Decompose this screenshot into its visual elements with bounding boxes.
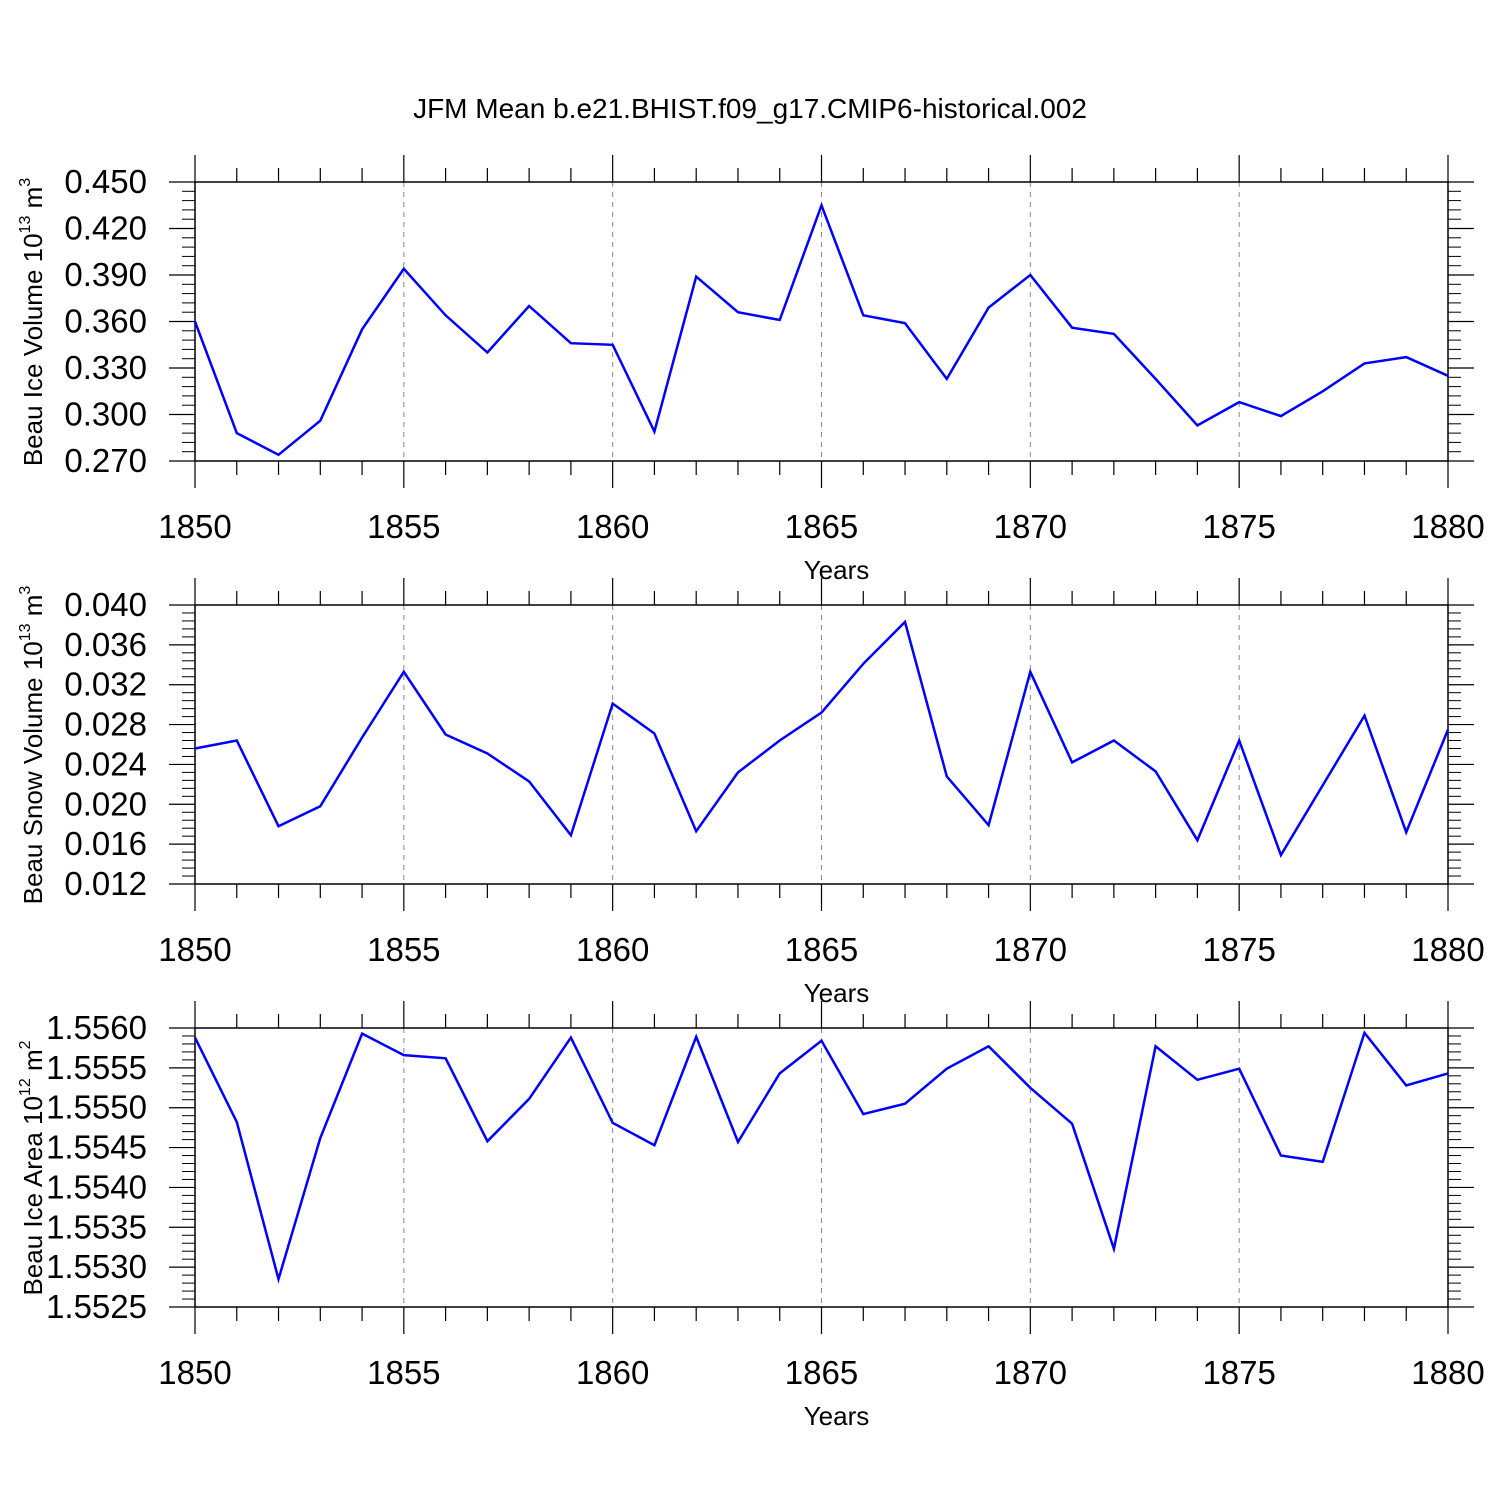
- y-tick-label: 0.032: [64, 666, 147, 703]
- y-tick-label: 1.5530: [46, 1248, 147, 1285]
- y-tick-label: 0.040: [64, 586, 147, 623]
- x-tick-label: 1860: [576, 931, 649, 968]
- y-tick-label: 1.5525: [46, 1288, 147, 1325]
- y-tick-label: 1.5550: [46, 1089, 147, 1126]
- y-axis-label: Beau Ice Area 1012 m2: [17, 1040, 48, 1295]
- y-tick-label: 0.028: [64, 706, 147, 743]
- y-axis-label: Beau Snow Volume 1013 m3: [17, 586, 48, 905]
- panel-ice-volume: 0.270 0.300 0.330 0.360 0.390 0.420 0.450 1850 1…: [17, 155, 1485, 585]
- series-line: [193, 201, 1449, 457]
- x-tick-label: 1850: [158, 1354, 231, 1391]
- y-tick-label: 1.5560: [46, 1009, 147, 1046]
- panel-snow-volume: 0.0120.0160.0200.0240.0280.0320.0360.040…: [17, 578, 1485, 1008]
- x-tick-label: 1850: [158, 931, 231, 968]
- plot-frame: [194, 1027, 1449, 1308]
- y-tick-label: 1.5535: [46, 1208, 147, 1245]
- y-tick-label: 0.420: [64, 210, 147, 247]
- y-tick-label: 0.300: [64, 396, 147, 433]
- y-tick-label: 0.390: [64, 256, 147, 293]
- x-tick-label: 1875: [1202, 1354, 1275, 1391]
- x-tick-label: 1855: [367, 508, 440, 545]
- x-tick-label: 1870: [994, 931, 1067, 968]
- figure-title: JFM Mean b.e21.BHIST.f09_g17.CMIP6-histo…: [413, 93, 1087, 124]
- y-tick-label: 0.020: [64, 785, 147, 822]
- x-tick-label: 1875: [1202, 508, 1275, 545]
- x-tick-label: 1880: [1411, 931, 1484, 968]
- x-tick-label: 1855: [367, 931, 440, 968]
- y-tick-label: 0.330: [64, 349, 147, 386]
- x-tick-label: 1855: [367, 1354, 440, 1391]
- x-axis-label: Years: [804, 978, 870, 1008]
- y-tick-label: 0.012: [64, 865, 147, 902]
- y-tick-label: 0.024: [64, 745, 147, 782]
- x-tick-label: 1870: [994, 1354, 1067, 1391]
- series-line: [194, 619, 1450, 858]
- y-tick-label: 0.270: [64, 442, 147, 479]
- y-tick-label: 1.5540: [46, 1168, 147, 1205]
- x-tick-label: 1850: [158, 508, 231, 545]
- x-tick-label: 1865: [785, 508, 858, 545]
- x-axis-label: Years: [804, 1401, 870, 1431]
- x-tick-label: 1865: [785, 931, 858, 968]
- series-line: [193, 1030, 1449, 1284]
- y-tick-label: 0.016: [64, 825, 147, 862]
- x-tick-label: 1865: [785, 1354, 858, 1391]
- y-tick-label: 1.5555: [46, 1049, 147, 1086]
- y-tick-label: 1.5545: [46, 1129, 147, 1166]
- x-tick-label: 1870: [994, 508, 1067, 545]
- x-tick-label: 1875: [1202, 931, 1275, 968]
- panel-ice-area: 1.55251.55301.55351.55401.55451.55501.55…: [17, 1001, 1485, 1431]
- y-tick-label: 0.360: [64, 303, 147, 340]
- x-axis-label: Years: [804, 555, 870, 585]
- y-tick-label: 0.450: [64, 163, 147, 200]
- x-tick-label: 1880: [1411, 508, 1484, 545]
- x-tick-label: 1860: [576, 1354, 649, 1391]
- x-tick-label: 1860: [576, 508, 649, 545]
- y-tick-label: 0.036: [64, 626, 147, 663]
- plot-frame: [194, 604, 1449, 885]
- y-axis-label: Beau Ice Volume 1013 m3: [17, 178, 48, 466]
- x-tick-label: 1880: [1411, 1354, 1484, 1391]
